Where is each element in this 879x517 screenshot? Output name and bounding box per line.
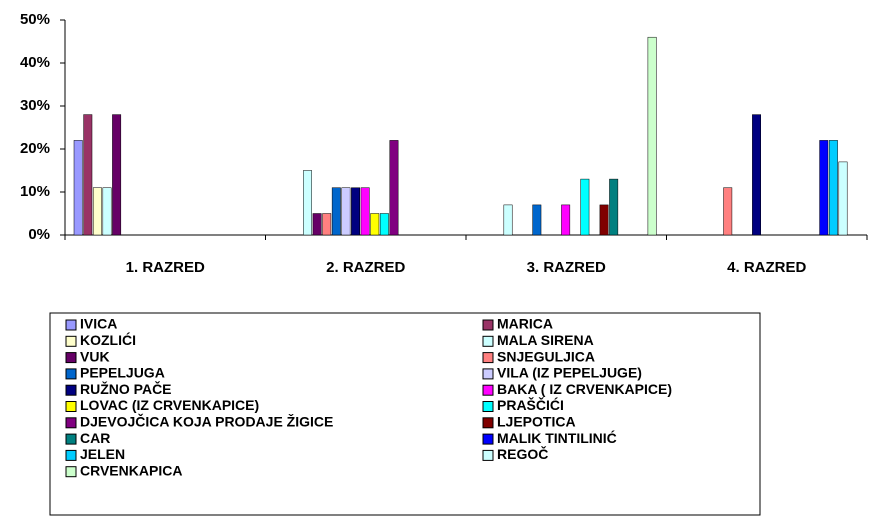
x-tick-label: 2. RAZRED <box>326 259 405 276</box>
y-tick-label: 20% <box>20 140 50 157</box>
legend-label: BAKA ( IZ CRVENKAPICE) <box>497 381 672 397</box>
bar <box>360 187 370 236</box>
legend-label: IVICA <box>80 316 117 332</box>
legend-label: RUŽNO PAČE <box>80 380 172 397</box>
bar <box>379 213 389 236</box>
legend-swatch <box>65 368 77 380</box>
y-tick-label: 40% <box>20 54 50 71</box>
legend-swatch <box>482 433 494 445</box>
legend-swatch <box>65 417 77 429</box>
bar <box>303 170 312 236</box>
bar <box>532 204 542 236</box>
legend-label: DJEVOJČICA KOJA PRODAJE ŽIGICE <box>80 413 333 430</box>
legend-swatch <box>482 449 494 461</box>
x-tick-label: 3. RAZRED <box>527 259 606 276</box>
legend-label: CAR <box>80 430 110 446</box>
bar <box>599 204 609 236</box>
legend-swatch <box>65 466 77 478</box>
bar <box>92 187 102 236</box>
legend-box <box>49 312 761 516</box>
bar <box>312 213 322 236</box>
bar <box>83 114 93 236</box>
bar <box>351 187 360 236</box>
legend-label: MALA SIRENA <box>497 332 594 348</box>
legend-label: JELEN <box>80 446 125 462</box>
bar <box>73 140 83 236</box>
y-tick-label: 10% <box>20 183 50 200</box>
legend-label: LJEPOTICA <box>497 414 576 430</box>
bar <box>828 140 838 236</box>
legend-swatch <box>482 384 494 396</box>
legend-label: PRAŠČIĆI <box>497 396 564 413</box>
legend-label: VILA (IZ PEPELJUGE) <box>497 365 642 381</box>
y-tick-label: 30% <box>20 97 50 114</box>
x-tick-label: 4. RAZRED <box>727 259 806 276</box>
legend-label: VUK <box>80 348 110 364</box>
legend-swatch <box>65 401 77 412</box>
legend-label: MALIK TINTILINIĆ <box>497 429 617 446</box>
legend-swatch <box>65 449 77 461</box>
bar <box>752 114 761 236</box>
bar <box>331 187 341 236</box>
y-tick-label: 50% <box>20 11 50 28</box>
legend-swatch <box>65 433 77 445</box>
legend-swatch <box>482 417 494 429</box>
legend-label: KOZLIĆI <box>80 331 136 348</box>
bar <box>389 140 399 236</box>
bar <box>503 204 513 236</box>
bar <box>561 204 571 236</box>
x-tick-label: 1. RAZRED <box>126 259 205 276</box>
legend-swatch <box>482 401 494 412</box>
bar <box>341 187 351 236</box>
legend-swatch <box>482 335 494 347</box>
legend-label: MARICA <box>497 316 553 332</box>
legend-label: PEPELJUGA <box>80 365 165 381</box>
legend-label: SNJEGULJICA <box>497 348 595 364</box>
bar <box>370 213 380 236</box>
legend-swatch <box>65 319 77 331</box>
bar <box>838 161 848 236</box>
y-tick-label: 0% <box>28 226 50 243</box>
legend-label: REGOČ <box>497 445 548 462</box>
bar <box>819 140 829 236</box>
bar <box>112 114 122 236</box>
bar <box>580 178 590 236</box>
legend-swatch <box>482 319 494 331</box>
bar <box>322 213 332 236</box>
legend-swatch <box>482 368 494 380</box>
legend-swatch <box>65 352 77 364</box>
bar <box>609 178 619 236</box>
legend-label: LOVAC (IZ CRVENKAPICE) <box>80 397 259 413</box>
bar <box>102 187 112 236</box>
bar <box>647 36 657 236</box>
bar <box>723 187 733 236</box>
legend-swatch <box>482 352 494 364</box>
legend-label: CRVENKAPICA <box>80 462 182 478</box>
legend-swatch <box>65 335 77 347</box>
legend-swatch <box>65 384 77 396</box>
